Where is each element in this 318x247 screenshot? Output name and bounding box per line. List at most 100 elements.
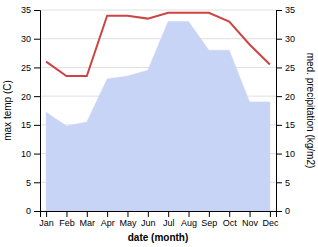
tick-mark (276, 67, 282, 68)
tick: May (119, 211, 137, 228)
tick-label: 10 (21, 149, 31, 159)
tick-mark (229, 211, 230, 217)
tick-label: 20 (285, 92, 295, 102)
tick: 20 (276, 92, 295, 102)
tick-label: Jun (141, 218, 156, 228)
tick: 25 (21, 63, 40, 73)
tick-mark (168, 211, 169, 217)
tick-label: Sep (201, 218, 217, 228)
tick-label: 0 (285, 206, 290, 216)
tick: 5 (276, 178, 290, 188)
tick-mark (87, 211, 88, 217)
tick: 5 (26, 178, 40, 188)
tick-label: 0 (26, 206, 31, 216)
tick-label: Aug (181, 218, 197, 228)
plot: Jan Feb Mar Apr May Jun Jul Aug Sep Oct NovDec 0 5 10… (21, 5, 295, 228)
tick: Jun (141, 211, 156, 228)
area (46, 21, 270, 211)
tick-mark (276, 96, 282, 97)
tick: 20 (21, 92, 40, 102)
axis-line (34, 11, 41, 212)
tick-mark (34, 125, 40, 126)
tick-mark (34, 182, 40, 183)
tick-label: 30 (285, 34, 295, 44)
tick-label: 15 (21, 120, 31, 130)
grid-line (40, 38, 276, 39)
tick-mark (34, 154, 40, 155)
tick-label: May (119, 218, 137, 228)
tick-label: 35 (285, 5, 295, 15)
tick: 25 (276, 63, 295, 73)
tick-mark (34, 10, 40, 11)
tick-label: Apr (101, 218, 115, 228)
tick-label: 5 (285, 178, 290, 188)
tick: Jan (39, 211, 54, 228)
tick-mark (148, 211, 149, 217)
tick-mark (209, 211, 210, 217)
grid (40, 10, 276, 211)
tick-mark (34, 39, 40, 40)
tick: 15 (21, 120, 40, 130)
y2-axis-title: med. precipitation (kg/m2) (305, 53, 316, 169)
tick-label: 5 (26, 178, 31, 188)
tick-label: 20 (21, 92, 31, 102)
tick-mark (276, 182, 282, 183)
tick: 0 (276, 206, 290, 216)
axis-line (41, 212, 277, 218)
y-axis-title: max temp (C) (2, 80, 13, 141)
tick-label: Oct (223, 218, 238, 228)
tick-label: Mar (80, 218, 96, 228)
tick: Jul (163, 211, 175, 228)
tick-mark (276, 125, 282, 126)
tick: 35 (21, 5, 40, 15)
y-axis: 0 5 10 15 20 25 30 35 (21, 5, 41, 216)
tick: Feb (59, 211, 75, 228)
tick: Sep (201, 211, 217, 228)
x-axis: Jan Feb Mar Apr May Jun Jul Aug Sep Oct NovDec (39, 211, 279, 228)
tick: Mar (80, 211, 96, 228)
marks (46, 13, 270, 211)
tick-label: Jul (163, 218, 175, 228)
tick-label: 30 (21, 34, 31, 44)
tick-label: Nov (242, 218, 259, 228)
tick-mark (276, 211, 282, 212)
tick-label: Feb (59, 218, 75, 228)
tick-mark (34, 67, 40, 68)
tick: 10 (276, 149, 295, 159)
tick-label: 35 (21, 5, 31, 15)
y2-axis: 0 5 10 15 20 25 30 35 (276, 5, 295, 216)
tick-label: 25 (285, 63, 295, 73)
tick-mark (270, 211, 271, 217)
tick: Apr (101, 211, 115, 228)
grid-line (40, 10, 276, 11)
tick: 30 (276, 34, 295, 44)
tick: 35 (276, 5, 295, 15)
tick-mark (46, 211, 47, 217)
tick-label: 25 (21, 63, 31, 73)
tick: Nov (242, 211, 259, 228)
tick-mark (34, 96, 40, 97)
chart: Jan Feb Mar Apr May Jun Jul Aug Sep Oct NovDec 0 5 10… (0, 0, 318, 247)
tick: Oct (223, 211, 238, 228)
tick-mark (250, 211, 251, 217)
tick-mark (276, 154, 282, 155)
tick-mark (66, 211, 67, 217)
tick: Aug (181, 211, 197, 228)
tick-label: 10 (285, 149, 295, 159)
tick: Dec (262, 211, 279, 228)
tick-mark (34, 211, 40, 212)
tick: 15 (276, 120, 295, 130)
line (46, 13, 270, 76)
x-axis-title: date (month) (128, 232, 189, 243)
tick-mark (276, 39, 282, 40)
tick-mark (189, 211, 190, 217)
axis-line (277, 11, 283, 212)
tick: 0 (26, 206, 40, 216)
tick: 30 (21, 34, 40, 44)
tick-label: 15 (285, 120, 295, 130)
tick: 10 (21, 149, 40, 159)
tick-mark (127, 211, 128, 217)
tick-mark (276, 10, 282, 11)
tick-label: Jan (39, 218, 54, 228)
tick-mark (107, 211, 108, 217)
